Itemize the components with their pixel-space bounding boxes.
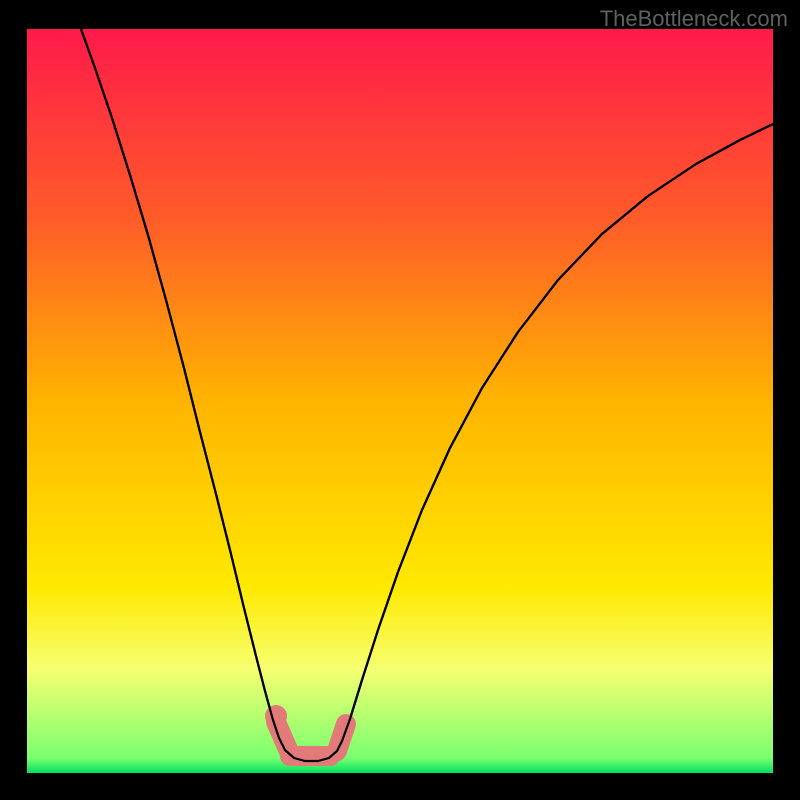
highlight-dot (265, 705, 287, 727)
bottleneck-curve (81, 29, 773, 761)
watermark-text: TheBottleneck.com (600, 6, 788, 32)
chart-container: TheBottleneck.com (0, 0, 800, 800)
bottleneck-curve (81, 29, 773, 761)
plot-area (27, 29, 773, 773)
chart-svg (27, 29, 773, 773)
